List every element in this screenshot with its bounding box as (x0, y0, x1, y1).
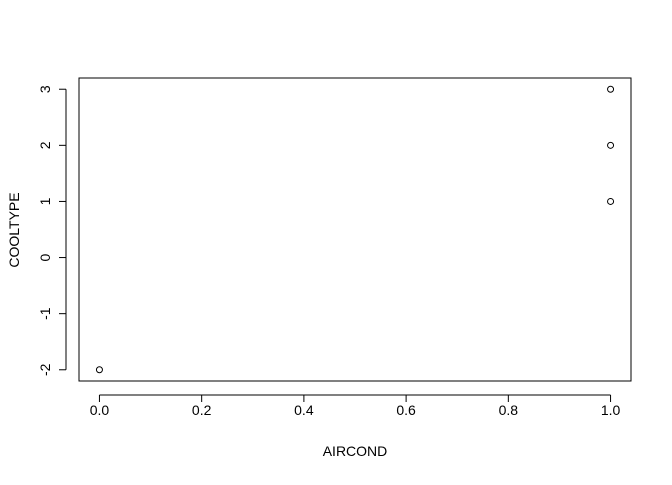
y-tick-label: 1 (37, 197, 53, 205)
plot-frame (78, 77, 632, 382)
x-axis: 0.0 0.2 0.4 0.6 0.8 1.0 (90, 394, 621, 418)
y-axis: -2 -1 0 1 2 3 (37, 85, 67, 376)
data-point (607, 197, 615, 205)
x-tick-label: 0.0 (90, 402, 110, 418)
data-point (607, 141, 615, 149)
y-axis-label: COOLTYPE (6, 192, 22, 267)
x-tick-label: 1.0 (601, 402, 621, 418)
y-tick-label: -2 (37, 363, 53, 376)
data-point (607, 85, 615, 93)
y-tick-label: 0 (37, 253, 53, 261)
y-tick-label: 2 (37, 141, 53, 149)
y-tick-label: -1 (37, 307, 53, 320)
x-tick-label: 0.2 (192, 402, 212, 418)
x-axis-label: AIRCOND (323, 443, 388, 459)
y-tick-label: 3 (37, 85, 53, 93)
x-tick-label: 0.8 (499, 402, 519, 418)
x-tick-label: 0.4 (294, 402, 314, 418)
x-tick-label: 0.6 (396, 402, 416, 418)
data-point (95, 366, 103, 374)
data-points (95, 85, 615, 374)
